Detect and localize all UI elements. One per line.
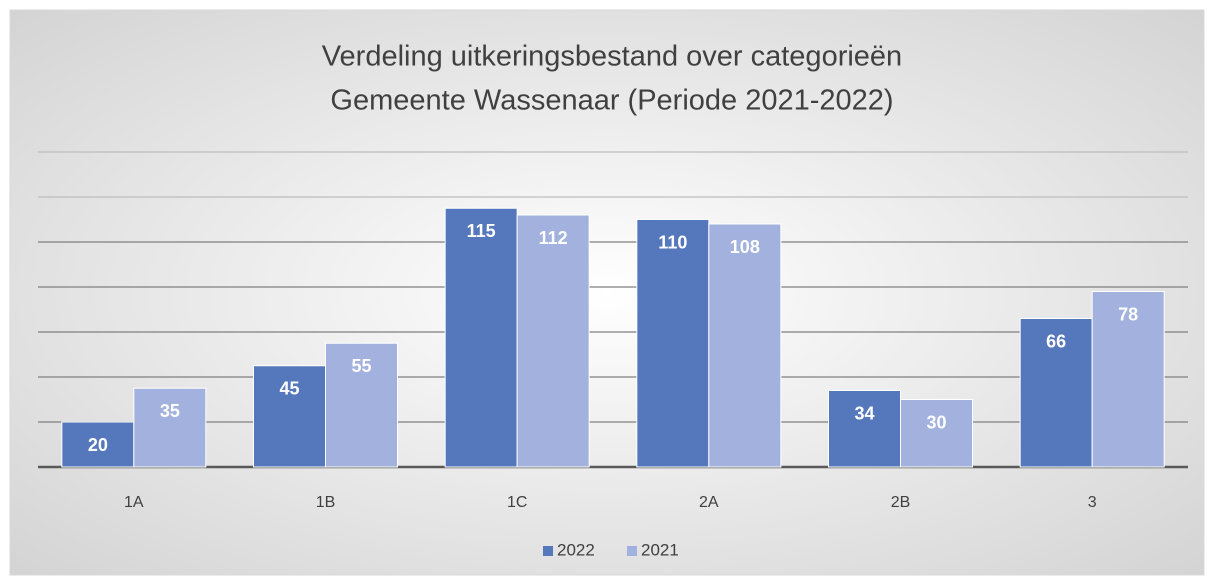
legend-swatch — [627, 546, 637, 556]
value-label: 112 — [539, 228, 568, 248]
value-label: 20 — [88, 435, 108, 455]
legend-swatch — [543, 546, 553, 556]
bar — [516, 214, 590, 468]
x-tick-label: 1C — [507, 494, 527, 511]
legend-label: 2021 — [641, 540, 679, 559]
bar — [900, 399, 973, 468]
value-label: 34 — [854, 403, 874, 423]
bar — [636, 219, 710, 468]
value-label: 78 — [1118, 304, 1138, 324]
x-tick-label: 2B — [891, 494, 911, 511]
bar — [444, 207, 518, 468]
bar — [1019, 318, 1093, 468]
bar — [61, 421, 135, 468]
value-label: 108 — [730, 237, 760, 257]
value-label: 45 — [279, 379, 299, 399]
x-tick-label: 1A — [124, 494, 144, 511]
value-label: 115 — [467, 221, 496, 241]
value-label: 30 — [926, 412, 946, 432]
chart-background — [9, 9, 1205, 576]
value-label: 66 — [1046, 331, 1066, 351]
x-tick-label: 2A — [699, 494, 719, 511]
bar — [253, 365, 326, 468]
bar — [1091, 291, 1165, 468]
bar — [133, 387, 207, 468]
x-tick-label: 1B — [316, 494, 336, 511]
x-tick-label: 3 — [1088, 494, 1097, 511]
bar — [828, 390, 901, 468]
bar — [325, 342, 398, 468]
chart-title: Verdeling uitkeringsbestand over categor… — [322, 41, 902, 73]
legend-label: 2022 — [557, 540, 595, 559]
bar — [708, 223, 782, 468]
value-label: 35 — [160, 401, 180, 421]
chart-subtitle: Gemeente Wassenaar (Periode 2021-2022) — [330, 85, 893, 117]
value-label: 110 — [658, 232, 687, 252]
value-label: 55 — [351, 356, 371, 376]
